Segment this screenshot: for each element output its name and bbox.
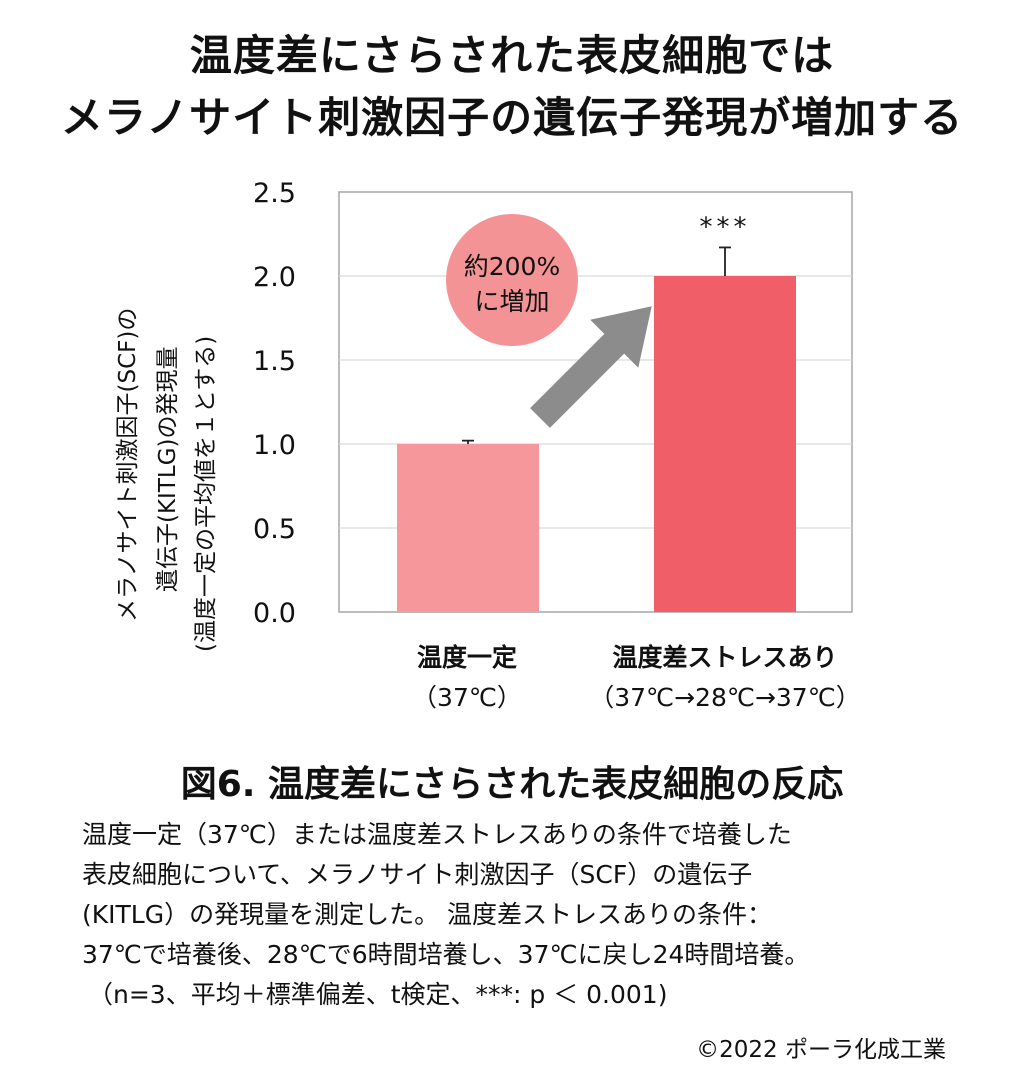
category-condition-stress: （37℃→28℃→37℃）	[589, 683, 861, 712]
y-tick-label: 1.5	[253, 346, 296, 377]
y-tick-label: 1.0	[253, 430, 296, 461]
description-line-2: 表皮細胞について、メラノサイト刺激因子（SCF）の遺伝子	[82, 860, 753, 889]
increase-arrow-icon	[530, 306, 652, 428]
annotation-line-1: 約200%	[464, 252, 560, 281]
bar-1	[397, 444, 539, 612]
y-tick-label: 0.5	[253, 514, 296, 545]
arrow-shape	[530, 306, 652, 428]
page-title-line-2: メラノサイト刺激因子の遺伝子発現が増加する	[60, 93, 964, 142]
y-axis-label-line-1: メラノサイト刺激因子(SCF)の	[115, 307, 141, 622]
description-line-3: (KITLG）の発現量を測定した。 温度差ストレスありの条件：	[82, 900, 773, 929]
y-axis-label-line-2: 遺伝子(KITLG)の発現量	[155, 346, 181, 593]
description-line-1: 温度一定（37℃）または温度差ストレスありの条件で培養した	[82, 820, 792, 849]
bar-2	[654, 276, 796, 612]
annotation-circle	[446, 214, 578, 346]
category-condition-constant: （37℃）	[412, 683, 522, 712]
category-label-constant: 温度一定	[416, 643, 517, 672]
annotation-line-2: に増加	[474, 287, 549, 316]
significance-marker: ***	[700, 212, 751, 242]
category-label-stress: 温度差ストレスあり	[612, 643, 838, 672]
page-title-line-1: 温度差にさらされた表皮細胞では	[189, 31, 835, 80]
bar-chart: 0.0 0.5 1.0 1.5 2.0 2.5 *** 約200% に増加	[253, 178, 853, 629]
y-tick-label: 2.5	[253, 178, 296, 209]
y-tick-label: 2.0	[253, 262, 296, 293]
description-line-4: 37℃で培養後、28℃で6時間培養し、37℃に戻し24時間培養。	[82, 940, 810, 969]
y-tick-label: 0.0	[253, 598, 296, 629]
figure-caption-title: 図6. 温度差にさらされた表皮細胞の反応	[180, 764, 844, 805]
description-line-5: （n=3、平均＋標準偏差、t検定、***: p ＜ 0.001)	[88, 980, 668, 1009]
copyright-notice: ©2022 ポーラ化成工業	[696, 1037, 946, 1063]
y-axis-label-line-3: (温度一定の平均値を１とする)	[193, 335, 219, 652]
